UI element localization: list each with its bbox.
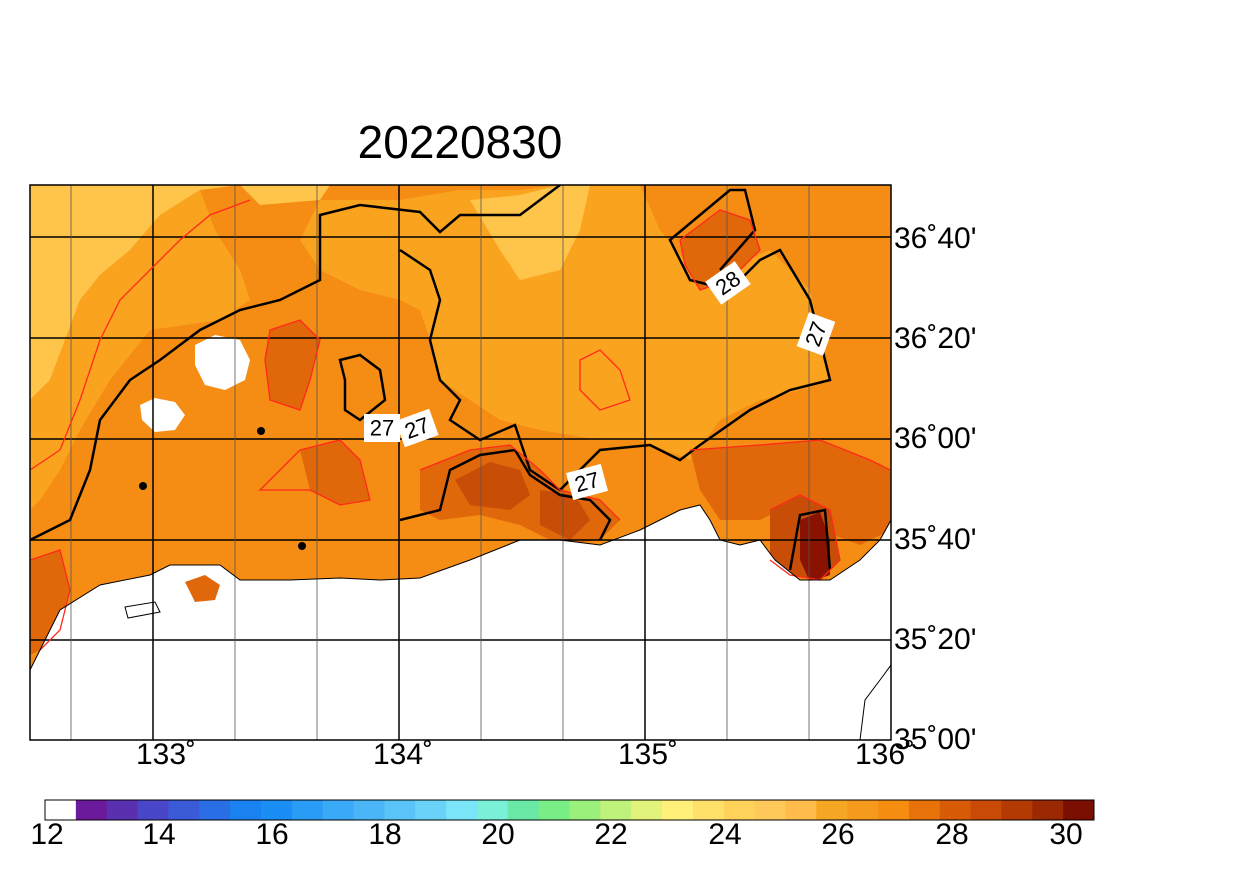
coastline-island <box>124 601 161 619</box>
city-marker <box>298 542 306 550</box>
temperature-field <box>30 185 891 740</box>
field-lake-2 <box>140 398 185 432</box>
colorbar-swatch <box>199 800 231 820</box>
colorbar-label: 26 <box>821 818 855 851</box>
colorbar-swatch <box>754 800 786 820</box>
colorbar-swatch <box>415 800 447 820</box>
colorbar-label: 18 <box>368 818 402 851</box>
colorbar-label: 28 <box>935 818 969 851</box>
colorbar-swatch <box>939 800 972 820</box>
contour-label: 27 <box>565 463 609 501</box>
colorbar-swatch <box>1032 800 1064 820</box>
field-region-dark-2 <box>300 440 370 505</box>
colorbar-swatch <box>322 800 355 820</box>
lon-label: 134˚ <box>372 738 434 771</box>
colorbar-swatch <box>75 800 108 820</box>
colorbar-swatch <box>476 800 509 820</box>
plot-frame <box>29 184 892 741</box>
colorbar-swatch <box>1063 800 1095 820</box>
colorbar-swatch <box>662 800 694 820</box>
field-region-mid-west <box>30 190 250 510</box>
colorbar-swatch <box>384 800 416 820</box>
colorbar-swatch <box>446 800 478 820</box>
colorbar-swatch <box>785 800 817 820</box>
field-region-dark-4 <box>690 440 891 545</box>
colorbar <box>44 799 1095 821</box>
contour-label: 28 <box>705 261 751 305</box>
lon-label: 135˚ <box>617 738 679 771</box>
lat-label: 35˚40' <box>894 523 977 556</box>
colorbar-swatch <box>1001 800 1033 820</box>
colorbar-swatch <box>692 800 725 820</box>
lon-label: 136˚ <box>854 738 916 771</box>
contour-label: 27 <box>395 408 439 448</box>
colorbar-label: 30 <box>1049 818 1083 851</box>
field-region-mid-central <box>300 185 830 460</box>
colorbar-swatch <box>631 800 663 820</box>
field-region-dark-1 <box>265 320 320 410</box>
colorbar-swatch <box>538 800 570 820</box>
map-title: 20220830 <box>357 116 563 168</box>
contour-label: 27 <box>796 312 836 356</box>
colorbar-label: 22 <box>594 818 628 851</box>
field-lake-1 <box>195 335 250 390</box>
field-region-light-north <box>470 185 590 280</box>
contour-lines-red <box>30 199 891 651</box>
colorbar-frame <box>44 799 1095 821</box>
colorbar-swatch <box>353 800 385 820</box>
coastline-east <box>859 664 891 740</box>
colorbar-swatch <box>45 800 77 820</box>
field-island <box>185 575 220 602</box>
lon-label: 133˚ <box>135 738 197 771</box>
colorbar-swatch <box>816 800 848 820</box>
colorbar-label: 24 <box>708 818 742 851</box>
colorbar-swatch <box>600 800 632 820</box>
field-region-darker-1 <box>455 462 530 510</box>
lat-label: 35˚00' <box>894 723 977 756</box>
coastline <box>30 504 891 671</box>
field-region-hot <box>800 512 830 582</box>
colorbar-swatch <box>847 800 879 820</box>
colorbar-label: 20 <box>481 818 515 851</box>
colorbar-swatch <box>908 800 941 820</box>
colorbar-label: 14 <box>142 818 176 851</box>
svg-text:27: 27 <box>370 416 394 441</box>
city-marker <box>139 482 147 490</box>
contour-lines-black <box>30 185 832 571</box>
colorbar-swatch <box>291 800 324 820</box>
city-marker <box>257 427 265 435</box>
lat-label: 35˚20' <box>894 623 977 656</box>
field-region-darker-2 <box>540 490 590 540</box>
lat-label: 36˚20' <box>894 322 977 355</box>
contour-label: 27 <box>364 414 400 442</box>
colorbar-label: 16 <box>255 818 289 851</box>
colorbar-label: 12 <box>30 818 64 851</box>
colorbar-swatch <box>168 800 200 820</box>
colorbar-swatch <box>260 800 293 820</box>
lat-label: 36˚00' <box>894 422 977 455</box>
field-region-light <box>30 185 330 400</box>
colorbar-swatch <box>230 800 262 820</box>
colorbar-swatch <box>507 800 540 820</box>
colorbar-swatch <box>106 800 139 820</box>
colorbar-swatch <box>723 800 756 820</box>
colorbar-swatch <box>137 800 169 820</box>
colorbar-swatch <box>970 800 1002 820</box>
colorbar-swatch <box>569 800 601 820</box>
lat-label: 36˚40' <box>894 222 977 255</box>
colorbar-swatch <box>878 800 910 820</box>
field-sea-mask <box>30 505 891 740</box>
